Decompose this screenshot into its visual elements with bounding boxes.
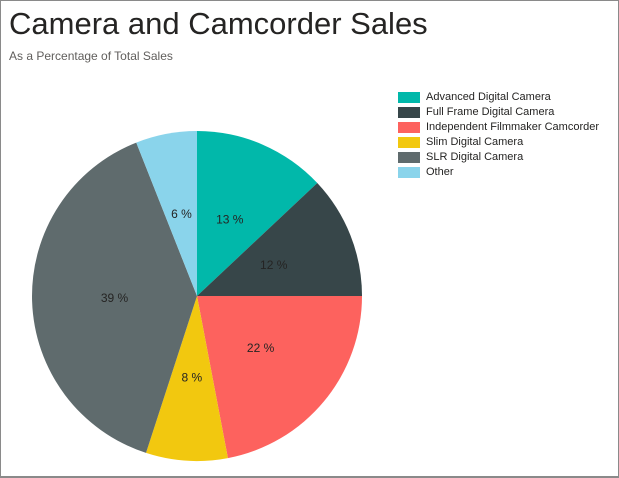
pie-slice-independent-filmmaker-camcorder[interactable] [197,296,362,459]
legend-label: Slim Digital Camera [426,136,524,148]
pie-slice-other[interactable] [136,131,197,296]
legend-item-full-frame-digital-camera[interactable]: Full Frame Digital Camera [398,105,599,120]
chart-title: Camera and Camcorder Sales [9,6,428,41]
chart-subtitle: As a Percentage of Total Sales [9,49,173,63]
legend-label: Other [426,166,454,178]
legend-swatch-icon [398,92,420,103]
legend-item-slr-digital-camera[interactable]: SLR Digital Camera [398,150,599,165]
slice-label: 39 % [101,291,129,305]
legend-label: Full Frame Digital Camera [426,106,555,118]
pie-slice-slim-digital-camera[interactable] [146,296,228,462]
slice-label: 8 % [181,370,202,384]
legend-item-slim-digital-camera[interactable]: Slim Digital Camera [398,135,599,150]
legend-swatch-icon [398,152,420,163]
legend-swatch-icon [398,107,420,118]
slice-label: 12 % [260,258,288,272]
legend-swatch-icon [398,137,420,148]
pie-slice-slr-digital-camera[interactable] [32,142,197,453]
legend-item-independent-filmmaker-camcorder[interactable]: Independent Filmmaker Camcorder [398,120,599,135]
legend-item-other[interactable]: Other [398,165,599,180]
legend-swatch-icon [398,122,420,133]
legend-label: Independent Filmmaker Camcorder [426,121,600,133]
slice-label: 13 % [216,212,244,226]
slice-label: 22 % [247,341,275,355]
legend-label: SLR Digital Camera [426,151,524,163]
legend-label: Advanced Digital Camera [426,91,551,103]
legend-item-advanced-digital-camera[interactable]: Advanced Digital Camera [398,90,599,105]
pie-slice-advanced-digital-camera[interactable] [197,131,318,296]
pie-slice-full-frame-digital-camera[interactable] [197,183,362,296]
legend: Advanced Digital Camera Full Frame Digita… [398,90,599,180]
slice-label: 6 % [171,207,192,221]
legend-swatch-icon [398,167,420,178]
